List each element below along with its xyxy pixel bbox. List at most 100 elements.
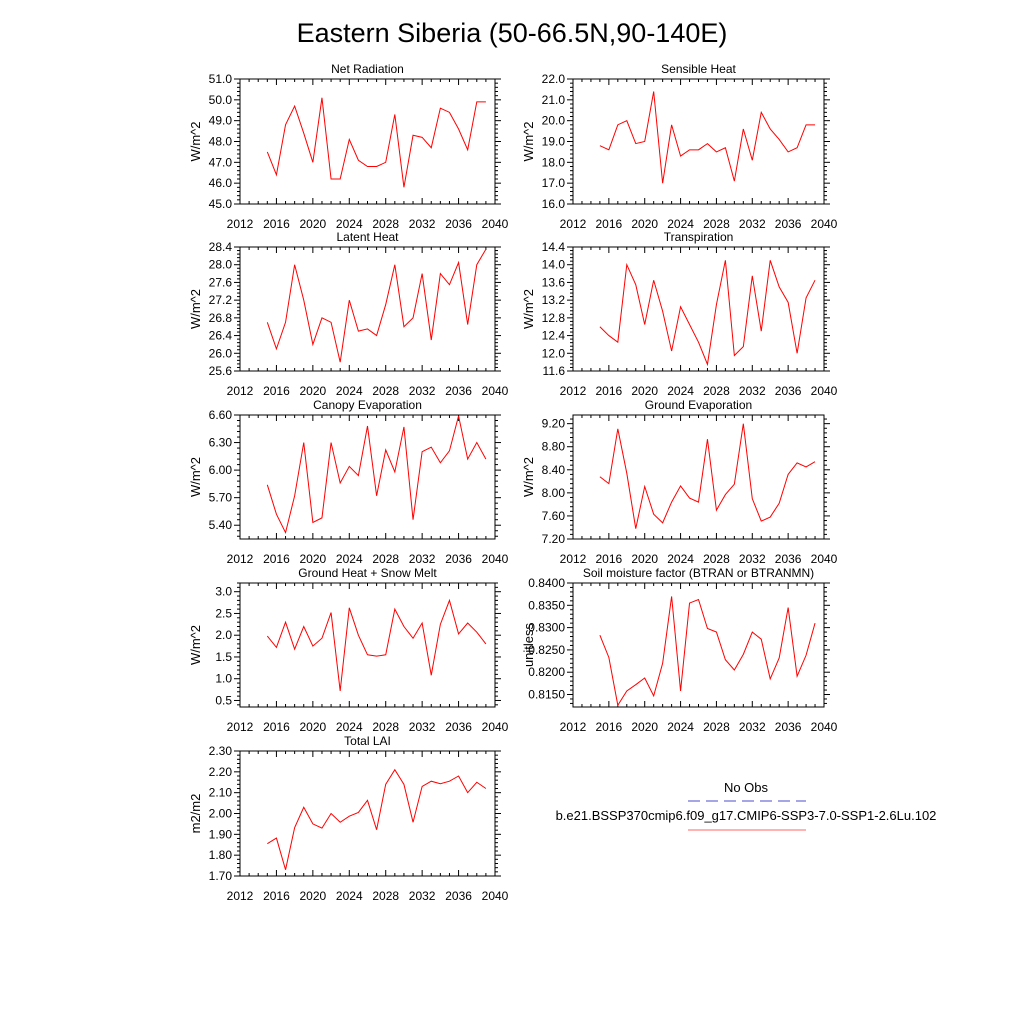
legend: No Obs b.e21.BSSP370cmip6.f09_g17.CMIP6-… — [556, 780, 936, 831]
x-tick-label: 2016 — [596, 720, 623, 734]
x-tick-label: 2020 — [631, 720, 658, 734]
panel-title: Ground Evaporation — [645, 398, 752, 412]
plot-frame — [572, 78, 825, 205]
x-tick-label: 2028 — [372, 217, 399, 231]
y-tick-label: 47.0 — [209, 155, 233, 169]
x-tick-label: 2012 — [227, 217, 254, 231]
panel-title: Transpiration — [664, 230, 734, 244]
y-tick-label: 12.8 — [542, 311, 566, 325]
panel-8: Soil moisture factor (BTRAN or BTRANMN) u… — [521, 566, 838, 734]
y-axis-label: W/m^2 — [188, 289, 203, 329]
x-tick-label: 2032 — [739, 552, 766, 566]
y-tick-label: 2.10 — [209, 786, 233, 800]
x-tick-label: 2024 — [336, 217, 363, 231]
x-tick-label: 2036 — [775, 384, 802, 398]
x-tick-label: 2032 — [409, 217, 436, 231]
panel-title: Latent Heat — [336, 230, 399, 244]
panel-9: Total LAI m2/m2 2012 2016 2020 2024 2028 2032 20… — [188, 734, 509, 903]
series-line-1 — [266, 97, 486, 188]
x-tick-label: 2040 — [811, 384, 838, 398]
panel-title: Total LAI — [344, 734, 391, 748]
x-tick-label: 2040 — [811, 552, 838, 566]
y-tick-label: 51.0 — [209, 72, 233, 86]
series-line-1 — [599, 596, 816, 707]
y-tick-label: 14.4 — [542, 240, 566, 254]
x-tick-label: 2016 — [263, 384, 290, 398]
y-tick-label: 12.4 — [542, 329, 566, 343]
x-tick-label: 2032 — [409, 720, 436, 734]
x-tick-label: 2016 — [596, 217, 623, 231]
y-tick-label: 45.0 — [209, 197, 233, 211]
y-tick-label: 1.70 — [209, 869, 233, 883]
series-line-1 — [267, 768, 487, 870]
x-tick-label: 2024 — [336, 552, 363, 566]
y-tick-label: 6.30 — [209, 436, 233, 450]
y-tick-label: 14.0 — [542, 258, 566, 272]
y-tick-label: 1.80 — [209, 848, 233, 862]
series-line-1 — [599, 423, 816, 529]
panel-1: Net Radiation W/m^2 2012 2016 2020 2024 2028 20… — [188, 62, 509, 231]
x-tick-label: 2020 — [300, 384, 327, 398]
x-tick-label: 2036 — [775, 552, 802, 566]
x-tick-label: 2032 — [739, 384, 766, 398]
x-tick-label: 2032 — [739, 217, 766, 231]
plot-frame — [239, 582, 496, 708]
series-line-1 — [266, 598, 487, 691]
y-tick-label: 28.4 — [209, 240, 233, 254]
y-tick-label: 1.0 — [215, 672, 232, 686]
panel-title: Sensible Heat — [661, 62, 736, 76]
panel-title: Soil moisture factor (BTRAN or BTRANMN) — [583, 566, 814, 580]
y-tick-label: 27.2 — [209, 293, 233, 307]
y-axis-label: W/m^2 — [521, 289, 536, 329]
x-tick-label: 2016 — [263, 217, 290, 231]
plot-frame — [239, 78, 496, 205]
x-tick-label: 2032 — [409, 552, 436, 566]
x-tick-label: 2036 — [445, 720, 472, 734]
x-tick-label: 2012 — [227, 720, 254, 734]
y-tick-label: 11.6 — [543, 364, 566, 378]
x-tick-label: 2036 — [775, 720, 802, 734]
y-tick-label: 2.20 — [209, 765, 233, 779]
x-tick-label: 2028 — [703, 720, 730, 734]
y-axis-label: W/m^2 — [188, 625, 203, 665]
y-tick-label: 25.6 — [209, 364, 233, 378]
series-line-1 — [266, 248, 487, 363]
x-tick-label: 2016 — [596, 384, 623, 398]
y-tick-label: 2.00 — [209, 807, 233, 821]
x-tick-label: 2040 — [482, 384, 509, 398]
y-tick-label: 50.0 — [209, 93, 233, 107]
x-tick-label: 2040 — [482, 552, 509, 566]
panel-7: Ground Heat + Snow Melt W/m^2 2012 2016 2020… — [188, 566, 509, 734]
x-tick-label: 2012 — [227, 552, 254, 566]
x-tick-label: 2040 — [482, 217, 509, 231]
panel-title: Ground Heat + Snow Melt — [298, 566, 437, 580]
x-tick-label: 2020 — [300, 552, 327, 566]
y-tick-label: 1.90 — [209, 827, 233, 841]
y-tick-label: 16.0 — [542, 197, 566, 211]
x-tick-label: 2024 — [336, 720, 363, 734]
y-tick-label: 8.40 — [542, 463, 566, 477]
x-tick-label: 2036 — [775, 217, 802, 231]
y-tick-label: 2.0 — [215, 628, 232, 642]
y-tick-label: 49.0 — [209, 114, 233, 128]
x-tick-label: 2036 — [445, 217, 472, 231]
panel-title: Canopy Evaporation — [313, 398, 422, 412]
y-tick-label: 7.20 — [542, 532, 566, 546]
x-tick-label: 2016 — [596, 552, 623, 566]
x-tick-label: 2036 — [445, 552, 472, 566]
y-tick-label: 5.70 — [209, 491, 233, 505]
panel-title: Net Radiation — [331, 62, 404, 76]
plot-frame — [239, 414, 496, 540]
y-tick-label: 22.0 — [542, 72, 566, 86]
x-tick-label: 2032 — [409, 384, 436, 398]
y-tick-label: 5.40 — [209, 518, 233, 532]
x-tick-label: 2024 — [336, 889, 363, 903]
x-tick-label: 2012 — [560, 384, 587, 398]
x-tick-label: 2012 — [560, 552, 587, 566]
y-axis-label: W/m^2 — [188, 457, 203, 497]
x-tick-label: 2036 — [445, 889, 472, 903]
x-tick-label: 2020 — [300, 889, 327, 903]
x-tick-label: 2020 — [300, 720, 327, 734]
y-tick-label: 18.0 — [542, 155, 566, 169]
y-tick-label: 17.0 — [542, 176, 566, 190]
